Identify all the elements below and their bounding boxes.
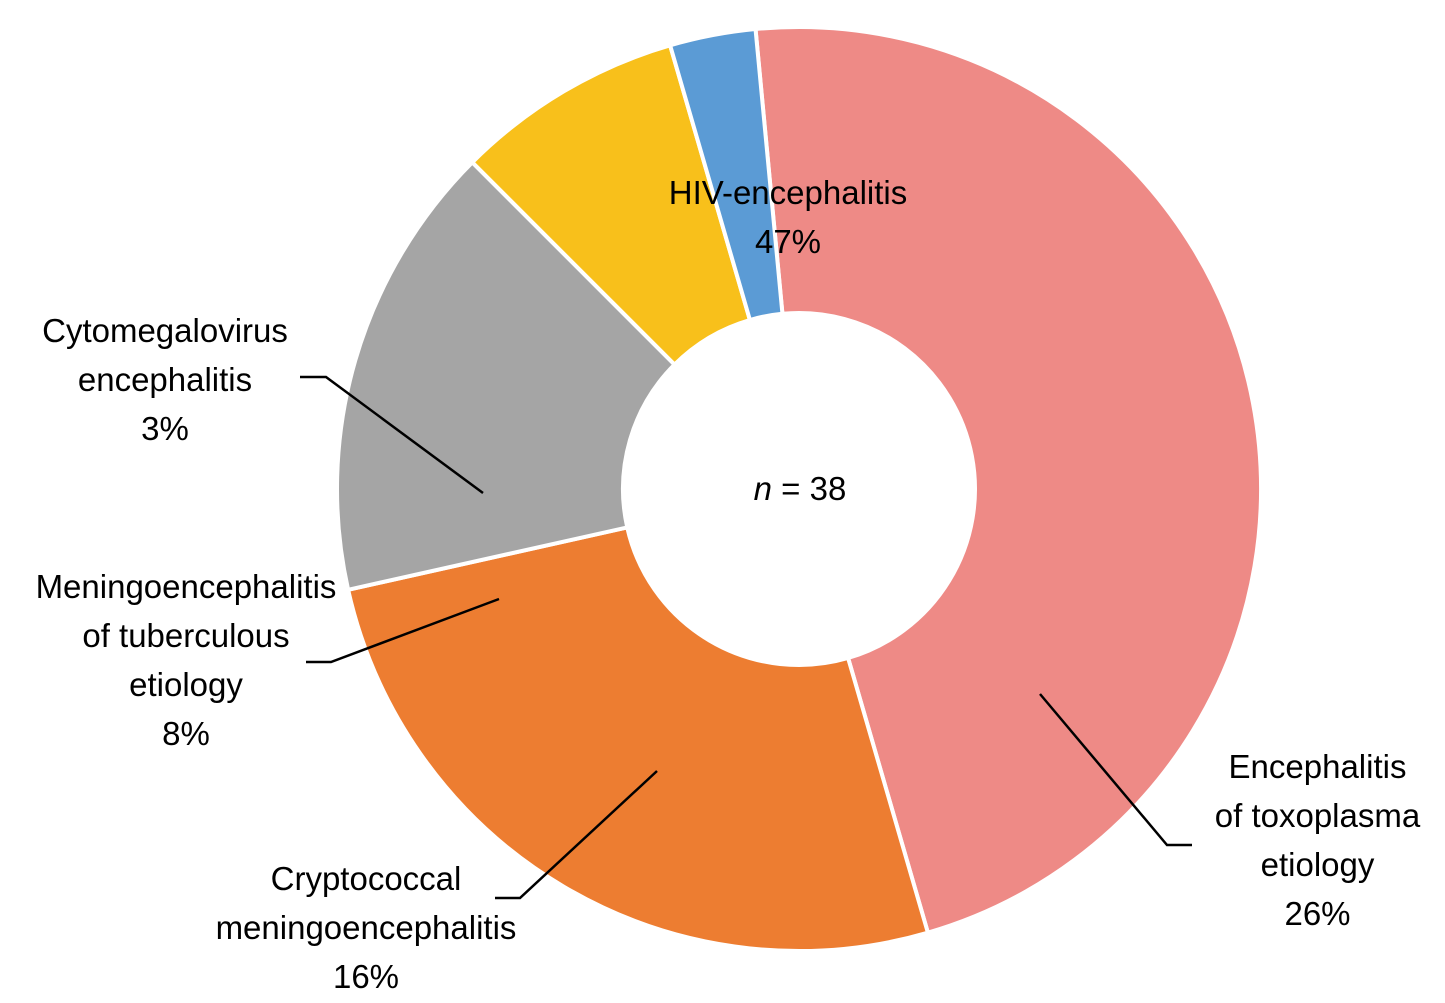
center-sample-size-label: n = 38 — [640, 464, 960, 513]
slice-percent-label: 8% — [162, 715, 210, 752]
leader-line-tuberculous — [306, 597, 500, 664]
slice-hiv-encephalitis — [753, 25, 1263, 936]
leader-line-cryptococcal — [495, 770, 658, 900]
slice-name-line: HIV-encephalitis — [668, 174, 908, 211]
slice-label-cytomegalovirus-encephalitis: Cytomegalovirus encephalitis 3% — [0, 306, 330, 453]
slice-label-hiv-encephalitis: HIV-encephalitis 47% — [628, 168, 948, 266]
leader-line-toxoplasma — [1039, 693, 1192, 847]
slice-name-line: of tuberculous — [82, 617, 290, 654]
slice-name-line: etiology — [1260, 846, 1375, 883]
slice-toxoplasma-encephalitis — [345, 525, 931, 953]
slice-percent-label: 3% — [141, 410, 189, 447]
slice-percent-label: 47% — [754, 223, 822, 260]
slice-name-line: etiology — [129, 666, 243, 703]
slice-name-line: Encephalitis — [1228, 748, 1407, 785]
slice-label-toxoplasma-encephalitis: Encephalitis of toxoplasma etiology 26% — [1190, 742, 1445, 938]
slice-name-line: meningoencephalitis — [215, 909, 517, 946]
sample-size-variable: n — [753, 470, 772, 507]
slice-percent-label: 26% — [1284, 895, 1351, 932]
leader-line-cytomegalovirus — [300, 375, 484, 495]
slice-name-line: encephalitis — [77, 361, 253, 398]
slice-label-tuberculous-meningoencephalitis: Meningoencephalitis of tuberculous etiol… — [0, 562, 372, 758]
slice-name-line: Cryptococcal — [270, 860, 462, 897]
sample-size-operator: = — [781, 470, 801, 507]
slice-cytomegalovirus-encephalitis — [667, 26, 785, 323]
slice-name-line: of toxoplasma — [1214, 797, 1421, 834]
slice-label-cryptococcal-meningoencephalitis: Cryptococcal meningoencephalitis 16% — [180, 854, 552, 1001]
slice-percent-label: 16% — [332, 958, 400, 995]
sample-size-value: 38 — [809, 470, 847, 507]
slice-cryptococcal-meningoencephalitis — [335, 159, 678, 593]
slice-name-line: Meningoencephalitis — [35, 568, 337, 605]
slice-name-line: Cytomegalovirus — [42, 312, 288, 349]
